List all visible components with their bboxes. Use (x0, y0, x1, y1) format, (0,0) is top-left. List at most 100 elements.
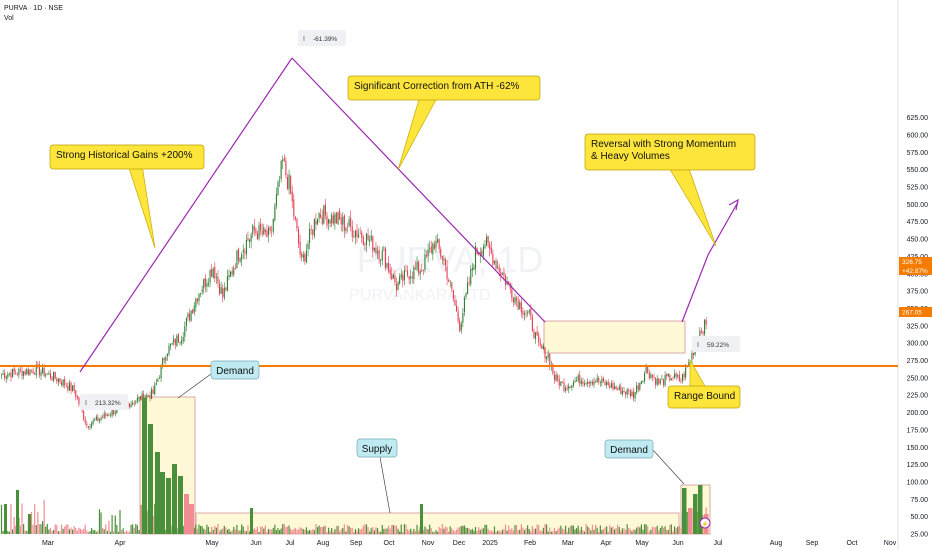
candle-body (354, 231, 356, 238)
volume-bar (256, 526, 259, 534)
candle-body (542, 346, 544, 349)
x-tick-label: Oct (384, 540, 395, 547)
candle-body (416, 261, 418, 270)
candle-body (523, 313, 526, 315)
candle-body (266, 230, 268, 238)
x-tick-label: Jul (714, 540, 723, 547)
volume-bar (642, 529, 644, 534)
candle-body (429, 247, 431, 249)
event-icon[interactable] (699, 517, 711, 529)
volume-spike-bar (28, 514, 31, 534)
candle-body (138, 396, 140, 399)
candle-body (130, 403, 132, 408)
volume-bar (394, 525, 396, 534)
volume-bar (217, 524, 219, 534)
candle-body (149, 395, 151, 399)
volume-bar (269, 529, 271, 534)
volume-bar (564, 525, 567, 534)
volume-bar (643, 524, 646, 534)
demand-volume-bar (172, 464, 177, 534)
downtrend-line[interactable] (291, 57, 546, 323)
candle-body (400, 273, 402, 278)
volume-bar (94, 530, 96, 534)
callout-range-text-0: Range Bound (674, 391, 735, 402)
volume-bar (520, 524, 522, 534)
demand-volume-bar (682, 488, 687, 534)
volume-bar (297, 529, 300, 534)
candle-body (207, 283, 210, 285)
volume-bar (130, 524, 132, 534)
candle-body (580, 380, 582, 385)
candle-body (310, 229, 312, 230)
volume-bar (278, 530, 281, 534)
candle-body (501, 273, 503, 275)
volume-bar (686, 511, 688, 534)
projection-line[interactable] (681, 201, 739, 323)
candle-body (293, 199, 295, 217)
volume-bar (234, 529, 236, 534)
candle-body (78, 397, 80, 405)
volume-bar (165, 529, 167, 534)
candle-body (323, 205, 325, 224)
candle-body (348, 219, 350, 227)
candle-body (158, 378, 161, 379)
volume-bar (34, 504, 36, 534)
candle-body (136, 397, 138, 402)
candle-body (267, 228, 270, 236)
volume-bar (307, 530, 309, 534)
y-tick-label: 575.00 (907, 150, 929, 157)
candle-body (380, 259, 382, 262)
candle-body (305, 250, 307, 263)
volume-bar (411, 531, 413, 534)
candle-body (384, 248, 386, 269)
candle-body (269, 226, 271, 231)
candle-body (590, 381, 592, 384)
candle-body (591, 381, 593, 385)
volume-bar (290, 528, 292, 534)
candle-body (65, 385, 67, 387)
volume-bar (651, 526, 654, 534)
candle-body (245, 239, 247, 255)
candle-body (610, 383, 612, 388)
candle-body (192, 309, 194, 314)
candle-body (362, 237, 364, 245)
candle-body (444, 259, 447, 266)
volume-bar (218, 531, 221, 534)
x-tick-label: May (635, 540, 649, 547)
candle-body (42, 367, 44, 374)
candle-body (228, 275, 230, 278)
uptrend-line[interactable] (79, 57, 293, 373)
volume-bar (242, 526, 244, 534)
candle-body (171, 342, 173, 345)
volume-bar (504, 524, 507, 534)
volume-bar (474, 526, 477, 534)
candle-body (48, 373, 50, 375)
volume-bar (51, 531, 53, 534)
volume-bar (89, 531, 91, 534)
candle-body (519, 302, 521, 309)
volume-bar (463, 525, 466, 534)
volume-bar (531, 526, 533, 534)
candle-body (351, 226, 353, 237)
candle-body (454, 299, 456, 306)
candle-body (628, 389, 630, 392)
volume-bar (97, 530, 99, 534)
volume-bar (24, 530, 26, 534)
candle-body (700, 331, 702, 333)
candle-body (495, 260, 497, 269)
callout-supply: Supply (362, 444, 393, 455)
candle-body (422, 269, 424, 271)
volume-bar (467, 528, 469, 534)
volume-bar (405, 524, 407, 534)
candle-body (34, 374, 36, 375)
volume-spike-bar (4, 504, 7, 534)
volume-bar (558, 527, 560, 534)
volume-bar (75, 527, 77, 534)
volume-bar (626, 524, 628, 534)
candle-body (92, 420, 94, 424)
candle-body (343, 215, 345, 231)
volume-bar (68, 529, 71, 534)
volume-bar (604, 527, 606, 534)
candle-body (329, 220, 331, 224)
